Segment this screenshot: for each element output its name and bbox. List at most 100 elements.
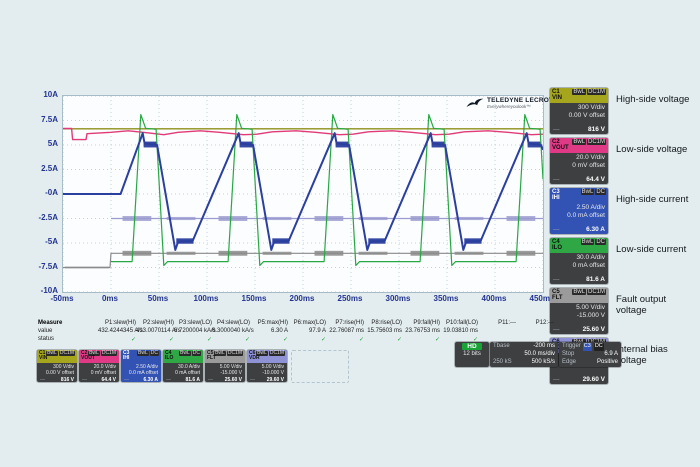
channel-value: 81.6 A — [586, 276, 605, 283]
hd-resolution-panel[interactable]: HD 12 bits — [455, 342, 489, 368]
channel-badge: BwL — [580, 239, 595, 246]
waveform-plot — [62, 95, 544, 293]
y-tick-label: 2.5A — [41, 163, 58, 173]
channel-value: 25.60 V — [582, 326, 605, 333]
channel-scale: 30.0 A/div — [576, 253, 605, 261]
measure-header-p7[interactable]: P7:rise(HI) — [335, 320, 364, 326]
channel-box-c1[interactable]: C1 BwL DC1M VIN 300 V/div 0.00 V offset —816 V — [550, 88, 608, 134]
channel-value: 816 V — [588, 126, 605, 133]
timebase-label: Tbase — [493, 343, 510, 349]
empty-channel-slot[interactable] — [291, 350, 349, 383]
channel-name: VDR — [249, 355, 260, 362]
measure-header-p12[interactable]: P12:--- — [535, 320, 554, 326]
y-tick-label: -10A — [40, 286, 58, 295]
channel-box-c5[interactable]: C5 BwL DC1M FLT 5.00 V/div -15.000 V —25.60 V — [205, 350, 245, 382]
channel-value: 81.6 A — [185, 377, 200, 382]
channel-offset: -15.000 V — [220, 369, 242, 376]
measure-header-p3[interactable]: P3:slew(LO) — [178, 320, 212, 326]
channel-box-c5[interactable]: C5 BwL DC1M FLT 5.00 V/div -15.000 V —25.60 V — [550, 288, 608, 334]
measure-header-p8[interactable]: P8:rise(LO) — [371, 320, 402, 326]
channel-value: 29.60 V — [266, 377, 284, 382]
channel-id: C6 — [249, 350, 256, 356]
measure-header-p11[interactable]: P11:--- — [498, 320, 516, 326]
channel-badge: BwL — [214, 350, 226, 357]
measure-value-p5: 6.30 A — [270, 328, 288, 334]
measure-value-p2: 413.0070114 A/s — [136, 328, 181, 334]
coupling-indicator: — — [166, 377, 171, 382]
measure-header-p9[interactable]: P9:fall(HI) — [413, 320, 440, 326]
measure-header-p5[interactable]: P5:max(HI) — [257, 320, 288, 326]
trace-flt-fault-output — [63, 252, 543, 269]
channel-offset: 0 mA offset — [572, 261, 605, 269]
channel-box-c3[interactable]: C3 BwL DC IHI 2.50 A/div 0.0 mA offset —6.30 A — [550, 188, 608, 234]
channel-badge: BwL — [572, 139, 586, 146]
measure-row-label: value — [38, 328, 53, 334]
annotation-fault-output-voltage: Fault output voltage — [616, 294, 667, 317]
y-tick-label: -5A — [45, 237, 58, 246]
y-tick-label: -2.5A — [38, 212, 58, 222]
channel-offset: 0.00 V offset — [568, 111, 605, 119]
coupling-indicator: — — [553, 276, 560, 283]
measure-value-p8: 15.75603 ms — [367, 328, 402, 334]
measure-header-p6[interactable]: P6:max(LO) — [293, 320, 326, 326]
x-tick-label: 50ms — [147, 294, 169, 303]
trigger-panel[interactable]: Trigger C3 DC Stop 6.9 A Edge Positive — [559, 342, 621, 368]
y-tick-label: 10A — [43, 90, 58, 99]
x-tick-label: 0ms — [101, 294, 118, 303]
channel-id: C4 — [552, 239, 560, 245]
timebase-scale: 50.0 ms/div — [524, 350, 555, 357]
coupling-indicator: — — [553, 176, 560, 183]
x-tick-label: 400ms — [481, 294, 507, 303]
measure-header-p10[interactable]: P10:fall(LO) — [445, 320, 478, 326]
channel-scale: 300 V/div — [577, 103, 605, 111]
channel-box-c2[interactable]: C2 BwL DC1M VOUT 20.0 V/div 0 mV offset —64.4 … — [550, 138, 608, 184]
annotation-low-side-current: Low-side current — [616, 244, 687, 255]
measure-status-p1: ✓ — [130, 337, 136, 343]
trace-ilo-low-side-current — [111, 114, 543, 267]
channel-badge: BwL — [572, 89, 586, 96]
channel-value: 816 V — [60, 377, 74, 382]
channel-scale: 5.00 V/div — [219, 363, 242, 370]
x-tick-label: 350ms — [433, 294, 459, 303]
channel-value: 25.60 V — [224, 377, 242, 382]
channel-id: C3 — [552, 189, 560, 195]
trigger-type-label: Edge — [562, 358, 577, 365]
channel-value: 29.60 V — [582, 376, 605, 383]
measure-header-p1[interactable]: P1:slew(HI) — [104, 320, 136, 326]
timebase-panel[interactable]: Tbase -200 ms 50.0 ms/div 250 kS 500 kS/… — [490, 342, 558, 368]
measure-status-p7: ✓ — [358, 337, 364, 343]
annotation-low-side-voltage: Low-side voltage — [616, 144, 688, 155]
trigger-mode-label: Stop — [562, 350, 575, 357]
channel-box-c4[interactable]: C4 BwL DC ILO 30.0 A/div 0 mA offset — 81.6 A — [550, 238, 608, 284]
measure-header-p4[interactable]: P4:slew(LO) — [216, 320, 250, 326]
annotation-internal-bias-voltage: Internal bias voltage — [616, 344, 668, 367]
channel-box-c1[interactable]: C1 BwL DC1M VIN 300 V/div 0.00 V offset —816 V — [37, 350, 77, 382]
channel-scale: 5.00 V/div — [576, 303, 605, 311]
channel-offset: -15.000 V — [576, 311, 605, 319]
coupling-indicator: — — [250, 377, 255, 382]
channel-badge: DC — [191, 350, 201, 357]
channel-badge: BwL — [580, 189, 595, 196]
measure-status-p9: ✓ — [434, 337, 440, 343]
coupling-indicator: — — [553, 226, 560, 233]
channel-id: C1 — [552, 89, 560, 95]
channel-badge: DC1M — [58, 350, 75, 357]
channel-badge: DC — [595, 239, 606, 246]
channel-box-c2[interactable]: C2 BwL DC1M VOUT 20.0 V/div 0 mV offset —64.4 … — [79, 350, 119, 382]
y-tick-label: 5A — [47, 139, 58, 148]
logo-tagline: Everywhereyoulook™ — [487, 104, 531, 109]
channel-badge: BwL — [179, 350, 191, 357]
logo-text: TELEDYNE LECROY — [487, 97, 554, 104]
channel-box-c4[interactable]: C4 BwL DC ILO 30.0 A/div 0 mA offset — 81.6 A — [163, 350, 203, 382]
measure-status-p6: ✓ — [320, 337, 326, 343]
channel-box-c3[interactable]: C3 BwL DC IHI 2.50 A/div 0.0 mA offset —6.30 A — [121, 350, 161, 382]
measure-header-p2[interactable]: P2:slew(HI) — [142, 320, 174, 326]
channel-name: IHI — [552, 195, 560, 202]
channel-badge: BwL — [88, 350, 100, 357]
measure-status-p3: ✓ — [206, 337, 212, 343]
measure-row-label: Measure — [38, 320, 63, 326]
channel-name: VIN — [39, 355, 48, 362]
coupling-indicator: — — [82, 377, 87, 382]
x-tick-label: 200ms — [289, 294, 315, 303]
